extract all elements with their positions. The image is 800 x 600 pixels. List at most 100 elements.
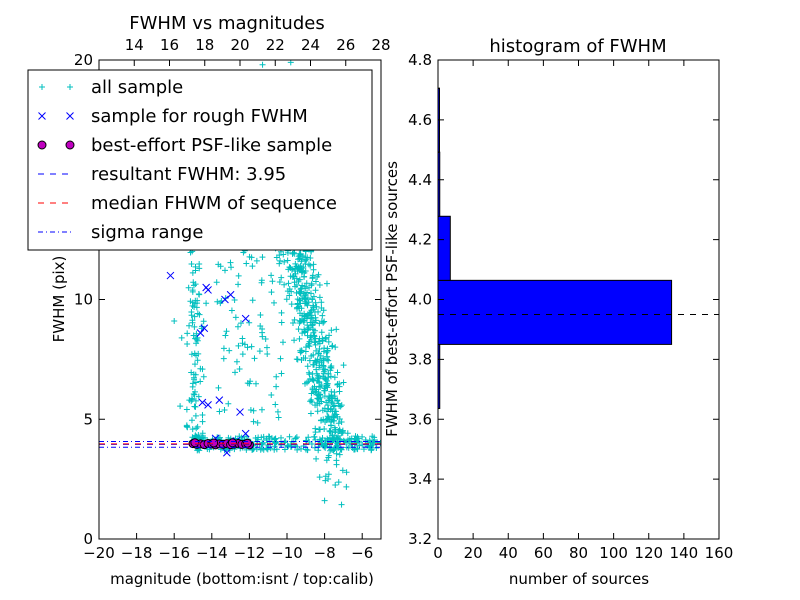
all-sample-point <box>189 426 196 433</box>
all-sample-point <box>259 333 266 340</box>
all-sample-point <box>268 435 275 442</box>
x-tick-label: −10 <box>271 544 303 562</box>
all-sample-point <box>184 330 191 337</box>
all-sample-point <box>249 297 256 304</box>
all-sample-point <box>302 355 309 362</box>
all-sample-point <box>300 273 307 280</box>
all-sample-point <box>298 445 305 452</box>
all-sample-point <box>324 384 331 391</box>
all-sample-point <box>294 265 301 272</box>
histogram-y-axis-label: FWHM of best-effort PSF-like sources <box>383 161 401 437</box>
all-sample-point <box>222 332 229 339</box>
hist-y-tick-label: 4.0 <box>408 291 432 309</box>
all-sample-point <box>368 447 375 454</box>
all-sample-point <box>284 288 291 295</box>
all-sample-point <box>227 259 234 266</box>
all-sample-point <box>216 408 223 415</box>
all-sample-point <box>328 416 335 423</box>
legend-label: sigma range <box>91 222 203 243</box>
rough-fwhm-point <box>222 448 231 457</box>
all-sample-point <box>323 457 330 464</box>
all-sample-point <box>257 446 264 453</box>
x-tick-label: −12 <box>234 544 266 562</box>
all-sample-point <box>329 342 336 349</box>
all-sample-point <box>304 302 311 309</box>
all-sample-point <box>305 434 312 441</box>
legend-marker <box>37 140 47 150</box>
all-sample-point <box>328 388 335 395</box>
all-sample-point <box>321 375 328 382</box>
all-sample-point <box>288 301 295 308</box>
histogram-title: histogram of FWHM <box>489 36 666 57</box>
all-sample-point <box>340 362 347 369</box>
all-sample-point <box>286 433 293 440</box>
all-sample-point <box>197 378 204 385</box>
top-x-tick-label: 26 <box>336 36 355 54</box>
all-sample-point <box>200 318 207 325</box>
all-sample-point <box>324 353 331 360</box>
all-sample-point <box>251 355 258 362</box>
rough-fwhm-point <box>198 398 207 407</box>
all-sample-point <box>262 335 269 342</box>
all-sample-point <box>271 443 278 450</box>
all-sample-point <box>316 474 323 481</box>
rough-fwhm-point <box>241 314 250 323</box>
all-sample-point <box>316 281 323 288</box>
all-sample-point <box>307 255 314 262</box>
all-sample-point <box>247 407 254 414</box>
all-sample-point <box>289 250 296 257</box>
all-sample-point <box>236 366 243 373</box>
all-sample-point <box>253 380 260 387</box>
all-sample-point <box>228 307 235 314</box>
all-sample-point <box>199 418 206 425</box>
hist-x-tick-label: 160 <box>705 544 734 562</box>
legend-entry: best-effort PSF-like sample <box>37 135 332 156</box>
all-sample-point <box>316 357 323 364</box>
all-sample-point <box>320 319 327 326</box>
all-sample-point <box>183 423 190 430</box>
legend-label: all sample <box>91 77 183 98</box>
all-sample-point <box>334 397 341 404</box>
all-sample-point <box>302 291 309 298</box>
all-sample-point <box>190 279 197 286</box>
psf-like-point <box>243 438 253 448</box>
all-sample-point <box>232 314 239 321</box>
all-sample-point <box>298 285 305 292</box>
histogram-bar <box>438 215 451 281</box>
all-sample-point <box>243 260 250 267</box>
all-sample-point <box>191 361 198 368</box>
all-sample-point <box>220 355 227 362</box>
all-sample-point <box>197 365 204 372</box>
all-sample-point <box>323 280 330 287</box>
all-sample-point <box>191 388 198 395</box>
all-sample-point <box>189 288 196 295</box>
all-sample-point <box>310 304 317 311</box>
all-sample-point <box>304 311 311 318</box>
rough-fwhm-point <box>241 429 250 438</box>
all-sample-point <box>301 296 308 303</box>
all-sample-point <box>221 407 228 414</box>
rough-fwhm-point <box>196 329 205 337</box>
all-sample-point <box>306 371 313 378</box>
all-sample-point <box>343 469 350 476</box>
all-sample-point <box>333 457 340 464</box>
all-sample-point <box>352 439 359 446</box>
all-sample-point <box>254 419 261 426</box>
all-sample-point <box>191 323 198 330</box>
legend-box <box>27 69 373 251</box>
all-sample-point <box>225 400 232 407</box>
all-sample-point <box>310 361 317 368</box>
legend-entry: resultant FWHM: 3.95 <box>38 164 286 185</box>
all-sample-point <box>274 408 281 415</box>
rough-fwhm-point <box>166 271 175 280</box>
all-sample-point <box>316 364 323 371</box>
all-sample-point <box>324 408 331 415</box>
scatter-y-axis-label: FWHM (pix) <box>50 256 68 343</box>
all-sample-point <box>297 310 304 317</box>
all-sample-point <box>283 296 290 303</box>
x-tick-label: −8 <box>314 544 336 562</box>
psf-like-point <box>227 438 237 448</box>
all-sample-point <box>315 447 322 454</box>
hist-x-tick-label: 100 <box>599 544 628 562</box>
all-sample-point <box>233 358 240 365</box>
